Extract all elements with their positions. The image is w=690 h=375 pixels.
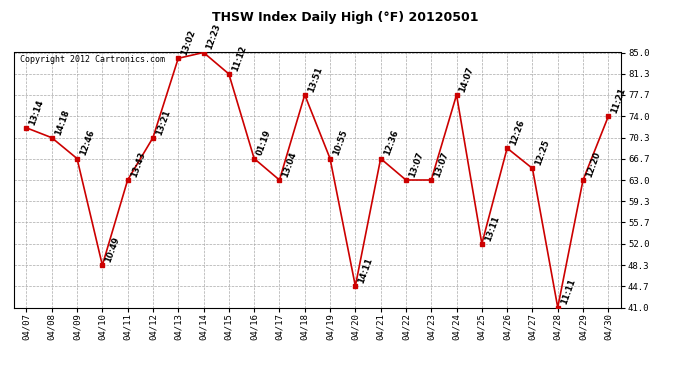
Text: 12:20: 12:20: [584, 150, 602, 178]
Text: 13:21: 13:21: [155, 108, 172, 136]
Text: 13:07: 13:07: [433, 151, 450, 178]
Text: 14:18: 14:18: [53, 108, 71, 136]
Text: 13:51: 13:51: [306, 65, 324, 93]
Text: 13:04: 13:04: [281, 150, 298, 178]
Text: 12:46: 12:46: [79, 129, 96, 157]
Text: 13:43: 13:43: [129, 150, 146, 178]
Text: 13:11: 13:11: [483, 214, 501, 242]
Text: 14:11: 14:11: [357, 256, 375, 285]
Text: 13:02: 13:02: [179, 29, 197, 57]
Text: THSW Index Daily High (°F) 20120501: THSW Index Daily High (°F) 20120501: [212, 11, 478, 24]
Text: 11:21: 11:21: [610, 87, 627, 115]
Text: 13:07: 13:07: [407, 151, 425, 178]
Text: 10:55: 10:55: [331, 129, 349, 157]
Text: 01:19: 01:19: [255, 129, 273, 157]
Text: 11:11: 11:11: [559, 278, 577, 306]
Text: 14:07: 14:07: [458, 65, 475, 93]
Text: 12:23: 12:23: [205, 23, 223, 51]
Text: 12:26: 12:26: [509, 118, 526, 147]
Text: 12:25: 12:25: [534, 139, 551, 167]
Text: 10:49: 10:49: [104, 236, 121, 264]
Text: Copyright 2012 Cartronics.com: Copyright 2012 Cartronics.com: [20, 55, 165, 64]
Text: 12:36: 12:36: [382, 129, 400, 157]
Text: 11:12: 11:12: [230, 44, 248, 72]
Text: 13:14: 13:14: [28, 98, 46, 126]
